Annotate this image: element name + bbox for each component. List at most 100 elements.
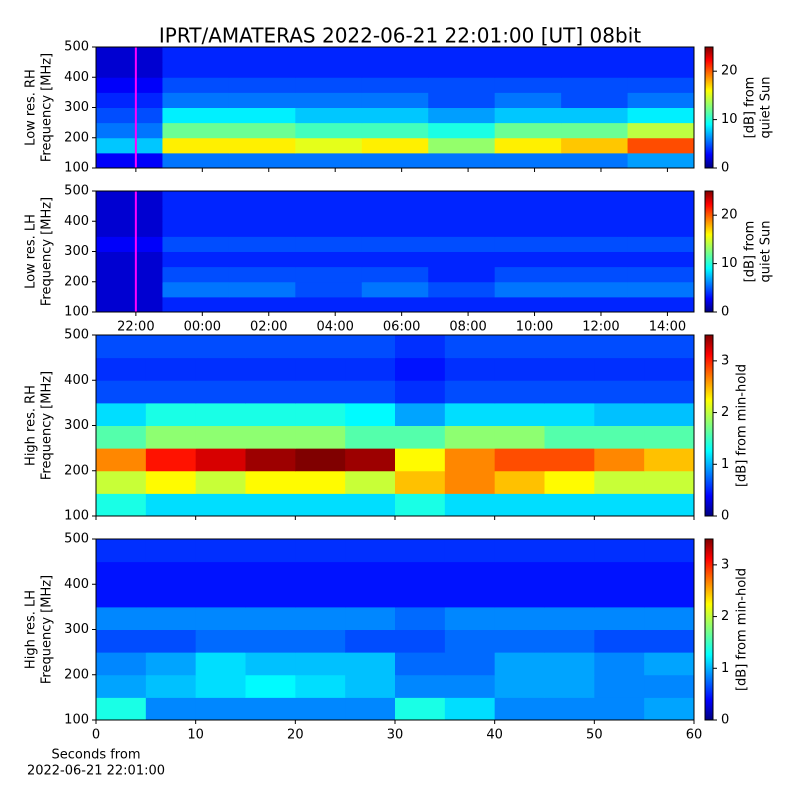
heat-cell bbox=[361, 122, 429, 139]
x-tick-label: 14:00 bbox=[649, 320, 686, 335]
heat-cell bbox=[228, 152, 296, 169]
heat-cell bbox=[395, 606, 446, 630]
heat-cell bbox=[544, 674, 595, 698]
heat-cell bbox=[444, 652, 496, 676]
heat-cell bbox=[361, 221, 429, 237]
heat-cell bbox=[96, 539, 147, 563]
heat-cell bbox=[245, 448, 296, 472]
heat-cell bbox=[345, 335, 396, 359]
colorbar-tick-label: 1 bbox=[721, 661, 729, 676]
colorbar-tick-label: 0 bbox=[721, 161, 729, 176]
colorbar bbox=[704, 538, 714, 721]
heat-cell bbox=[594, 697, 645, 721]
heat-cell bbox=[195, 425, 246, 449]
y-tick-label: 500 bbox=[64, 532, 89, 547]
heat-cell bbox=[295, 539, 346, 563]
heat-cell bbox=[162, 296, 230, 313]
colorbar-tick-label: 1 bbox=[721, 457, 729, 472]
heat-cell bbox=[96, 380, 147, 404]
x-tick-label: 10 bbox=[187, 728, 204, 743]
heat-cell bbox=[195, 584, 246, 608]
heat-cell bbox=[245, 493, 296, 517]
heat-cell bbox=[361, 206, 429, 222]
heat-cell bbox=[428, 122, 496, 139]
heat-cell bbox=[295, 584, 346, 608]
heat-cell bbox=[96, 266, 163, 283]
x-tick-label: 20 bbox=[287, 728, 304, 743]
heat-cell bbox=[228, 281, 296, 298]
heat-cell bbox=[96, 697, 147, 721]
heat-cell bbox=[544, 561, 595, 585]
heat-cell bbox=[295, 425, 346, 449]
heat-cell bbox=[494, 335, 545, 359]
heat-cell bbox=[444, 629, 496, 653]
y-tick-label: 300 bbox=[64, 244, 89, 259]
heat-cell bbox=[544, 380, 595, 404]
heat-cell bbox=[96, 191, 163, 207]
heat-cell bbox=[96, 122, 163, 139]
heat-cell bbox=[594, 357, 645, 381]
x-tick-label: 40 bbox=[486, 728, 503, 743]
y-tick-label: 200 bbox=[64, 667, 89, 682]
heat-cell bbox=[195, 674, 246, 698]
heat-cell bbox=[162, 92, 230, 108]
heat-cell bbox=[162, 281, 230, 298]
heat-cell bbox=[561, 221, 629, 237]
heat-cell bbox=[594, 584, 645, 608]
heat-cell bbox=[428, 236, 496, 252]
heat-cell bbox=[627, 77, 695, 93]
y-axis-label: Frequency [MHz] bbox=[40, 371, 55, 480]
heat-cell bbox=[544, 470, 595, 494]
heat-cell bbox=[195, 652, 246, 676]
heat-cell bbox=[494, 107, 562, 124]
heat-cell bbox=[345, 561, 396, 585]
y-tick-label: 200 bbox=[64, 130, 89, 145]
heat-cell bbox=[228, 221, 296, 237]
heat-cell bbox=[96, 47, 163, 63]
colorbar-tick-label: 2 bbox=[721, 405, 729, 420]
y-tick-label: 300 bbox=[64, 100, 89, 115]
heat-cell bbox=[295, 137, 363, 154]
heat-cell bbox=[544, 402, 595, 426]
heat-cell bbox=[295, 470, 346, 494]
heat-cell bbox=[494, 122, 562, 139]
heat-cell bbox=[444, 606, 496, 630]
y-tick-label: 100 bbox=[64, 161, 89, 176]
heat-cell bbox=[627, 296, 695, 313]
heat-cell bbox=[627, 206, 695, 222]
heat-cell bbox=[395, 539, 446, 563]
heat-cell bbox=[295, 107, 363, 124]
heat-cell bbox=[644, 402, 695, 426]
heat-cell bbox=[195, 380, 246, 404]
heat-cell bbox=[162, 152, 230, 169]
heat-cell bbox=[395, 493, 446, 517]
heat-cell bbox=[245, 652, 296, 676]
heat-cell bbox=[295, 448, 346, 472]
heat-cell bbox=[627, 47, 695, 63]
heat-cell bbox=[444, 357, 496, 381]
heat-cell bbox=[428, 107, 496, 124]
heat-cell bbox=[195, 357, 246, 381]
heat-cell bbox=[561, 62, 629, 78]
y-tick-label: 100 bbox=[64, 305, 89, 320]
heat-cell bbox=[195, 697, 246, 721]
heat-cell bbox=[544, 697, 595, 721]
heat-cell bbox=[494, 191, 562, 207]
y-tick-label: 400 bbox=[64, 70, 89, 85]
heat-cell bbox=[444, 561, 496, 585]
heat-cell bbox=[345, 402, 396, 426]
x-tick-label: 50 bbox=[586, 728, 603, 743]
heat-cell bbox=[627, 137, 695, 154]
heat-cell bbox=[345, 380, 396, 404]
heat-cell bbox=[295, 493, 346, 517]
heat-cell bbox=[295, 357, 346, 381]
x-tick-label: 10:00 bbox=[516, 320, 553, 335]
heat-cell bbox=[594, 380, 645, 404]
heat-cell bbox=[561, 281, 629, 298]
heat-cell bbox=[644, 380, 695, 404]
heat-cell bbox=[544, 335, 595, 359]
heat-cell bbox=[395, 448, 446, 472]
heat-cell bbox=[561, 206, 629, 222]
x-tick-label: 00:00 bbox=[184, 320, 221, 335]
